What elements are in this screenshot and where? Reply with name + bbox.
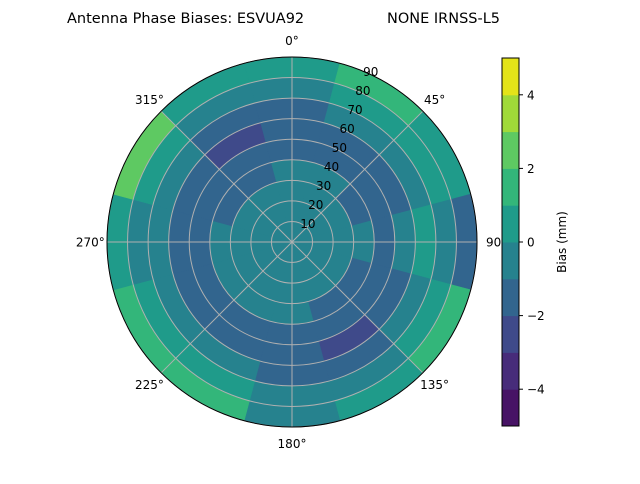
angular-gridline [160,241,293,374]
colorbar-segment [502,389,519,427]
colorbar-label: Bias (mm) [555,211,569,273]
angular-tick-label: 90 [486,236,501,250]
colorbar-segment [502,278,519,317]
angular-gridline [291,110,424,243]
polar-frame [106,56,478,428]
colorbar-tick-label: 0 [527,236,535,250]
colorbar-segment [502,352,519,390]
radial-tick-label: 70 [347,103,362,117]
polar-grid [106,56,478,428]
colorbar-segment [502,58,519,96]
angular-tick-label: 180° [278,437,307,451]
colorbar-segment [502,168,519,206]
colorbar-tick-label: 4 [527,88,535,102]
radial-tick-label: 10 [300,217,315,231]
radial-tick-label: 80 [355,84,370,98]
angular-gridline [291,241,424,374]
angular-tick-label: 225° [135,378,164,392]
radial-tick-label: 40 [324,160,339,174]
colorbar-segment [502,205,519,243]
radial-tick-label: 50 [332,141,347,155]
angular-tick-labels: 0° 45° 90 135° 180° 225° 270° 315° [76,34,501,451]
radial-tick-label: 60 [340,122,355,136]
colorbar-tick-label: −4 [527,383,545,397]
angular-tick-label: 135° [420,378,449,392]
colorbar-tick-label: −2 [527,309,545,323]
colorbar-segment [502,94,519,133]
radial-tick-labels: 10 20 30 40 50 60 70 80 90 [300,65,378,231]
angular-gridline [160,110,293,243]
angular-tick-label: 45° [424,93,445,107]
colorbar-tick-label: 2 [527,162,535,176]
colorbar: −4 −2 0 2 4 [501,57,545,427]
radial-tick-label: 30 [316,179,331,193]
colorbar-segment [502,242,519,280]
radial-tick-label: 20 [308,198,323,212]
chart-title-left: Antenna Phase Biases: ESVUA92 [67,11,304,27]
angular-tick-label: 0° [285,34,299,48]
colorbar-segment [502,315,519,353]
colorbar-segment [502,131,519,169]
radial-tick-label: 90 [363,65,378,79]
angular-tick-label: 270° [76,236,105,250]
angular-tick-label: 315° [135,93,164,107]
chart-title-right: NONE IRNSS-L5 [387,11,500,27]
